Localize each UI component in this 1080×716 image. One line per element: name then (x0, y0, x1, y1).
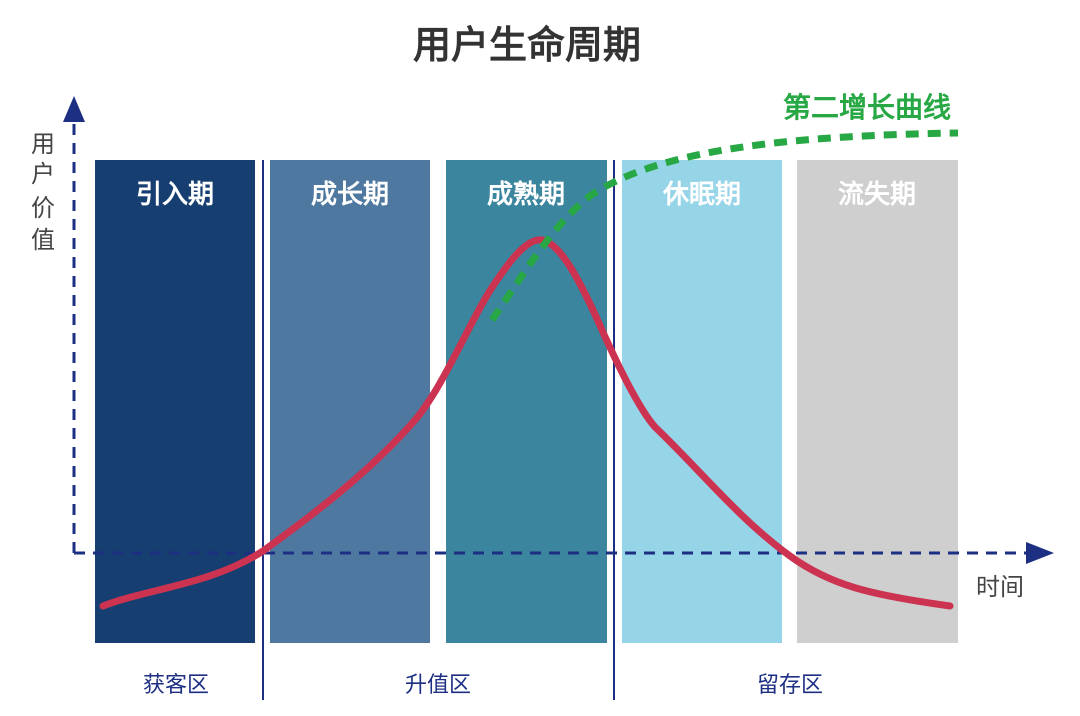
stage-band-intro (95, 160, 255, 643)
zone-label-value: 升值区 (405, 673, 471, 698)
zone-label-retain: 留存区 (757, 673, 823, 698)
stage-band-dormant (622, 160, 782, 643)
stage-label-dormant: 休眠期 (662, 180, 741, 210)
y-axis-label-char: 值 (31, 226, 55, 254)
lifecycle-curve (99, 236, 954, 610)
stage-band-growth (270, 160, 430, 643)
second-growth-curve (489, 129, 959, 323)
stage-band-churn (797, 160, 958, 643)
zone-label-acquire: 获客区 (143, 673, 209, 698)
y-axis-arrow-icon (63, 96, 85, 122)
y-axis-label-char: 户 (31, 160, 55, 188)
y-axis-label-char: 价 (31, 194, 55, 222)
stage-label-intro: 引入期 (136, 180, 214, 210)
second-growth-curve-label: 第二增长曲线 (783, 91, 951, 124)
stage-label-mature: 成熟期 (487, 179, 565, 210)
zone-labels: 获客区 升值区 留存区 (143, 673, 823, 698)
stage-label-churn: 流失期 (838, 180, 916, 210)
x-axis-arrow-icon (1026, 542, 1054, 564)
stage-bands (95, 160, 958, 643)
x-axis-label: 时间 (976, 573, 1024, 601)
stage-band-mature (446, 160, 607, 643)
stage-labels: 引入期 成长期 成熟期 休眠期 流失期 (136, 179, 916, 210)
diagram-title: 用户生命周期 (413, 23, 641, 67)
y-axis-label-char: 用 (31, 130, 55, 158)
stage-label-growth: 成长期 (311, 180, 389, 210)
y-axis-label: 用 户 价 值 (31, 130, 55, 254)
